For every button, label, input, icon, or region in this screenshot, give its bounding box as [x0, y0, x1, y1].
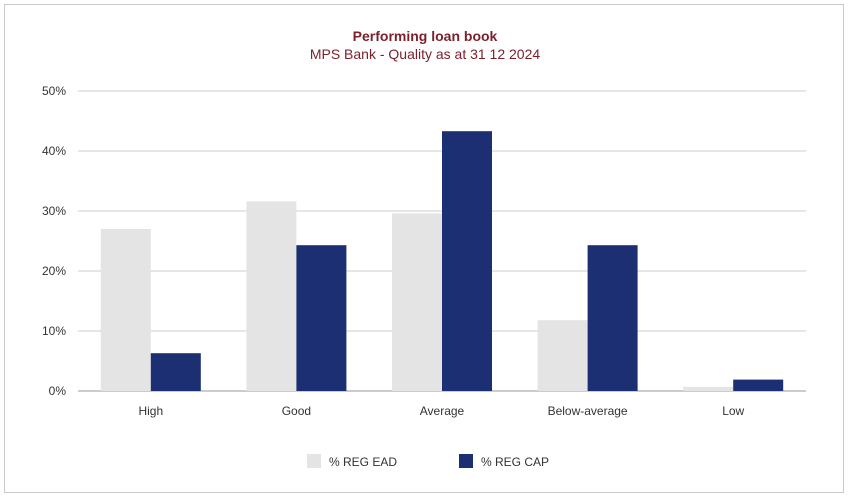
bar-reg-ead-average [392, 213, 442, 391]
y-axis-ticks: 0% 10% 20% 30% 40% 50% [42, 84, 66, 398]
x-tick-label: High [138, 404, 163, 418]
bar-reg-cap-low [733, 379, 784, 391]
bar-reg-cap-below-average [587, 245, 638, 391]
legend-swatch [307, 454, 321, 468]
bars [100, 131, 784, 391]
y-tick-label: 10% [42, 324, 66, 338]
legend-label: % REG CAP [481, 455, 549, 469]
x-tick-label: Average [420, 404, 465, 418]
legend-swatch [459, 454, 473, 468]
legend-label: % REG EAD [329, 455, 397, 469]
x-tick-label: Below-average [548, 404, 628, 418]
y-tick-label: 0% [49, 384, 67, 398]
bar-reg-cap-average [442, 131, 492, 391]
y-tick-label: 50% [42, 84, 66, 98]
bar-reg-ead-high [100, 229, 151, 391]
bar-reg-cap-good [296, 245, 347, 391]
y-tick-label: 20% [42, 264, 66, 278]
chart-title: Performing loan book [353, 28, 498, 44]
x-tick-label: Low [722, 404, 744, 418]
x-tick-label: Good [282, 404, 311, 418]
y-tick-label: 40% [42, 144, 66, 158]
x-axis-ticks: High Good Average Below-average Low [138, 404, 744, 418]
bar-reg-cap-high [150, 353, 201, 391]
y-tick-label: 30% [42, 204, 66, 218]
bar-reg-ead-low [683, 386, 734, 391]
bar-reg-ead-below-average [537, 320, 588, 391]
bar-reg-ead-good [246, 201, 297, 391]
legend: % REG EAD % REG CAP [307, 454, 549, 469]
chart-subtitle: MPS Bank - Quality as at 31 12 2024 [310, 46, 541, 62]
